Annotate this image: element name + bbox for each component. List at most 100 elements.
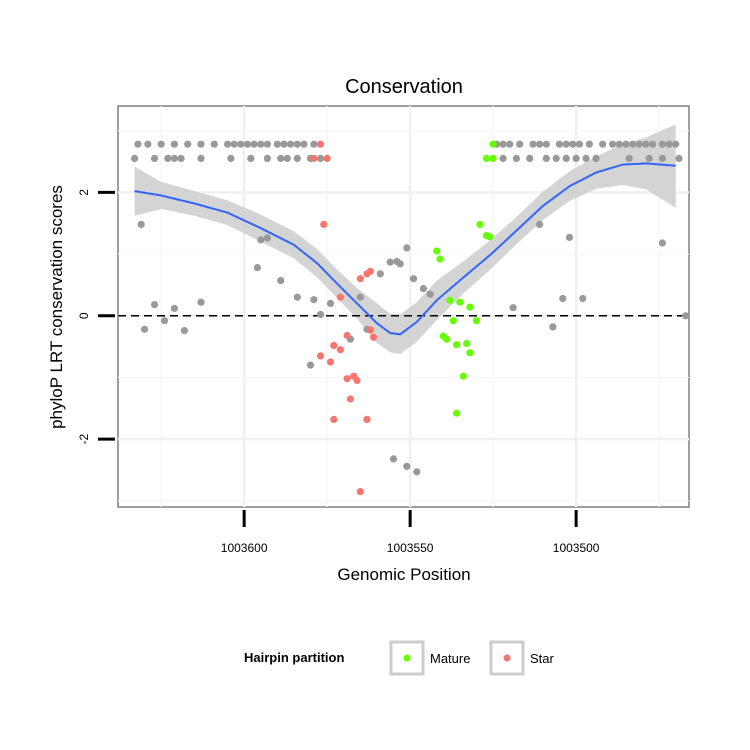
point-other [273, 140, 281, 148]
point-other [293, 140, 301, 148]
point-mature [446, 296, 454, 304]
point-other [197, 154, 205, 162]
legend: Hairpin partition Mature Star [244, 640, 555, 676]
point-other [306, 361, 315, 369]
point-star [336, 346, 344, 354]
x-axis-label: Genomic Position [337, 565, 470, 584]
point-other [164, 154, 172, 162]
point-other [247, 154, 255, 162]
point-other [386, 258, 394, 266]
point-mature [489, 154, 497, 162]
point-other [150, 154, 159, 162]
point-other [257, 236, 265, 244]
point-mature [476, 220, 484, 228]
point-other [599, 140, 607, 148]
scatter-points [131, 140, 690, 496]
point-mature [453, 341, 461, 349]
point-other [316, 154, 325, 162]
legend-label-star: Star [530, 651, 555, 666]
legend-title: Hairpin partition [244, 650, 344, 665]
point-other [300, 140, 308, 148]
point-other [150, 301, 159, 309]
point-other [579, 294, 587, 303]
point-other [419, 285, 427, 293]
point-star [370, 333, 378, 341]
point-other [536, 140, 544, 148]
point-other [263, 234, 271, 242]
point-star [323, 154, 331, 162]
point-other [499, 140, 507, 148]
point-other [542, 154, 550, 162]
x-tick-label: 1003500 [553, 541, 600, 555]
point-other [509, 304, 517, 312]
point-mature [443, 335, 451, 343]
point-other [170, 304, 178, 312]
point-mature [433, 247, 441, 255]
smooth-fit-line [134, 162, 676, 336]
y-axis-ticks: 2 0 -2 [77, 189, 115, 444]
point-other [426, 290, 434, 298]
point-other [642, 140, 650, 148]
point-mature [472, 317, 481, 325]
point-other [280, 140, 288, 148]
point-other [609, 140, 617, 148]
point-other [403, 244, 411, 252]
point-other [552, 154, 560, 162]
point-other [237, 140, 245, 148]
point-mature [453, 409, 461, 417]
point-other [565, 233, 574, 241]
point-star [316, 352, 325, 360]
point-other [144, 140, 152, 148]
point-other [283, 154, 291, 162]
point-other [592, 154, 600, 162]
point-other [250, 140, 258, 148]
point-other [210, 140, 218, 148]
point-other [263, 154, 271, 162]
point-other [575, 140, 584, 148]
y-tick-label: 0 [77, 312, 91, 319]
point-other [675, 154, 683, 162]
point-other [316, 310, 325, 319]
point-other [569, 140, 577, 148]
point-star [356, 275, 364, 283]
point-other [555, 140, 564, 148]
point-other [562, 140, 570, 148]
point-other [293, 154, 301, 162]
point-other [376, 270, 384, 278]
point-other [326, 299, 335, 307]
point-other [230, 140, 238, 148]
point-mature [456, 298, 464, 306]
legend-dot-mature [403, 654, 411, 662]
point-other [157, 140, 165, 148]
point-other [672, 140, 680, 148]
point-star [336, 293, 344, 301]
legend-dot-star [503, 654, 511, 662]
point-mature [482, 154, 491, 162]
point-other [287, 140, 295, 148]
point-other [413, 468, 421, 476]
point-other [197, 140, 205, 148]
x-tick-label: 1003550 [387, 541, 434, 555]
point-other [506, 140, 514, 148]
point-other [184, 140, 192, 148]
point-other [499, 154, 507, 162]
point-other [257, 140, 265, 148]
point-other [403, 462, 411, 470]
point-star [316, 140, 325, 148]
point-other [648, 140, 657, 148]
point-other [180, 327, 188, 335]
y-tick-label: 2 [77, 189, 91, 196]
point-other [197, 298, 205, 306]
point-other [389, 455, 398, 463]
point-mature [486, 233, 494, 241]
point-star [320, 220, 328, 228]
point-other [635, 140, 643, 148]
y-axis-label: phyloP LRT conservation scores [47, 185, 66, 429]
chart-title: Conservation [345, 76, 463, 98]
point-star [330, 415, 338, 423]
point-other [629, 140, 637, 148]
point-other [526, 154, 534, 162]
point-other [572, 154, 580, 162]
point-other [625, 154, 633, 162]
